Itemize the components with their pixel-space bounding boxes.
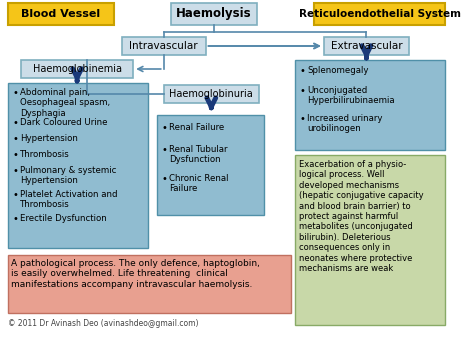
FancyBboxPatch shape [122,37,206,55]
FancyBboxPatch shape [295,155,446,325]
Text: Renal Failure: Renal Failure [169,123,225,132]
FancyBboxPatch shape [8,83,148,248]
FancyBboxPatch shape [314,3,446,25]
Text: Renal Tubular
Dysfunction: Renal Tubular Dysfunction [169,145,228,164]
Text: •: • [162,174,168,184]
Text: Pulmonary & systemic
Hypertension: Pulmonary & systemic Hypertension [20,166,116,185]
Text: Unconjugated
Hyperbilirubinaemia: Unconjugated Hyperbilirubinaemia [308,86,395,105]
Text: Abdominal pain,
Oesophageal spasm,
Dysphagia: Abdominal pain, Oesophageal spasm, Dysph… [20,88,110,118]
Text: •: • [12,118,18,128]
Text: Blood Vessel: Blood Vessel [21,9,100,19]
Text: •: • [162,123,168,133]
Text: Increased urinary
urobilinogen: Increased urinary urobilinogen [308,114,383,133]
Text: Intravascular: Intravascular [129,41,198,51]
Text: Dark Coloured Urine: Dark Coloured Urine [20,118,108,127]
Text: •: • [12,134,18,144]
FancyBboxPatch shape [8,255,291,313]
Text: Splenomegaly: Splenomegaly [308,66,369,75]
Text: Extravascular: Extravascular [330,41,402,51]
FancyBboxPatch shape [164,85,259,103]
FancyBboxPatch shape [171,3,257,25]
Text: •: • [12,88,18,98]
Text: •: • [300,66,306,76]
Text: •: • [300,86,306,96]
Text: A pathological process. The only defence, haptoglobin,
is easily overwhelmed. Li: A pathological process. The only defence… [11,259,260,289]
Text: •: • [12,150,18,160]
Text: Haemoglobinuria: Haemoglobinuria [169,89,253,99]
FancyBboxPatch shape [324,37,409,55]
Text: Erectile Dysfunction: Erectile Dysfunction [20,214,107,223]
Text: •: • [300,114,306,124]
Text: •: • [12,166,18,176]
Text: Thrombosis: Thrombosis [20,150,70,159]
Text: © 2011 Dr Avinash Deo (avinashdeo@gmail.com): © 2011 Dr Avinash Deo (avinashdeo@gmail.… [8,319,198,328]
Text: Haemolysis: Haemolysis [176,7,252,21]
FancyBboxPatch shape [21,60,133,78]
Text: Haemoglobinemia: Haemoglobinemia [33,64,122,74]
FancyBboxPatch shape [8,3,114,25]
Text: •: • [12,190,18,200]
Text: Exacerbation of a physio-
logical process. Well
developed mechanisms
(hepatic co: Exacerbation of a physio- logical proces… [299,160,423,273]
Text: Chronic Renal
Failure: Chronic Renal Failure [169,174,229,193]
Text: Platelet Activation and
Thrombosis: Platelet Activation and Thrombosis [20,190,118,209]
FancyBboxPatch shape [295,60,446,150]
FancyBboxPatch shape [0,0,451,355]
Text: •: • [162,145,168,155]
Text: Reticuloendothelial System: Reticuloendothelial System [299,9,461,19]
Text: •: • [12,214,18,224]
Text: Hypertension: Hypertension [20,134,78,143]
FancyBboxPatch shape [157,115,264,215]
